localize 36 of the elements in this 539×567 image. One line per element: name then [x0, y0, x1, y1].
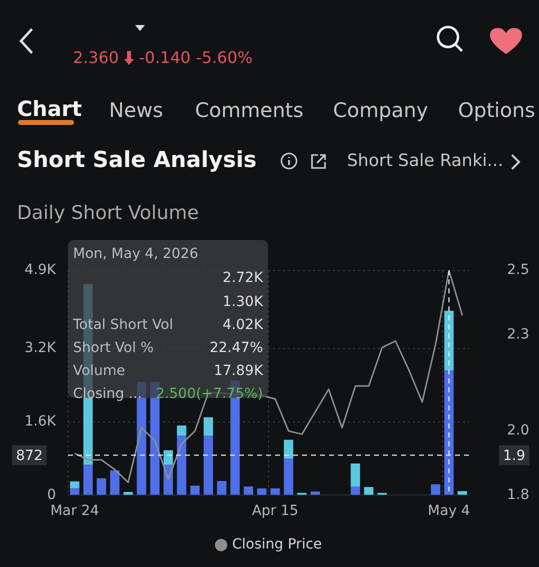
annotation: Volume — [73, 363, 126, 379]
text: 2.360 — [73, 48, 119, 67]
annotation: 2.500(+7.75%) — [156, 386, 263, 402]
ref-line-label: 872 — [16, 448, 43, 464]
text: Mon, May 4, 2026 — [73, 246, 198, 262]
x-tick-label: May 4 — [428, 503, 470, 520]
annotation: Total Short Vol — [73, 317, 174, 333]
chart-subtitle: Daily Short Volume — [17, 202, 199, 224]
y-tick-label: 1.6K — [24, 413, 57, 430]
annotation: Closing ... — [73, 386, 142, 402]
text: Chart — [17, 97, 82, 121]
annotation: 17.89K — [214, 363, 263, 379]
text: -0.140 — [139, 48, 191, 67]
y2-tick-label: 2.3 — [507, 326, 530, 342]
text: Company — [333, 98, 428, 122]
text: News — [109, 98, 164, 122]
chart-title: Short Sale Analysis — [17, 148, 257, 173]
y2-tick-label: 2.5 — [507, 262, 530, 278]
annotation: Short Vol % — [73, 340, 154, 356]
annotation: 4.02K — [222, 317, 263, 333]
y-tick-label: 0 — [47, 486, 56, 503]
y2-tick-label: 2.0 — [507, 422, 530, 439]
text: 1.9 — [503, 448, 526, 464]
text: Options — [458, 98, 536, 122]
text: Comments — [195, 98, 304, 122]
text: -5.60% — [196, 48, 253, 67]
x-tick-label: Apr 15 — [252, 503, 298, 520]
x-tick-label: Mar 24 — [50, 503, 100, 520]
y2-tick-label: 1.8 — [507, 486, 530, 503]
legend-label: Closing Price — [232, 536, 322, 553]
y-tick-label: 3.2K — [24, 340, 57, 356]
y-tick-label: 4.9K — [24, 262, 57, 278]
annotation: 2.72K — [222, 270, 263, 286]
text: Short Sale Ranki... — [347, 151, 504, 171]
annotation: 22.47% — [210, 340, 263, 356]
annotation: 1.30K — [222, 294, 263, 310]
